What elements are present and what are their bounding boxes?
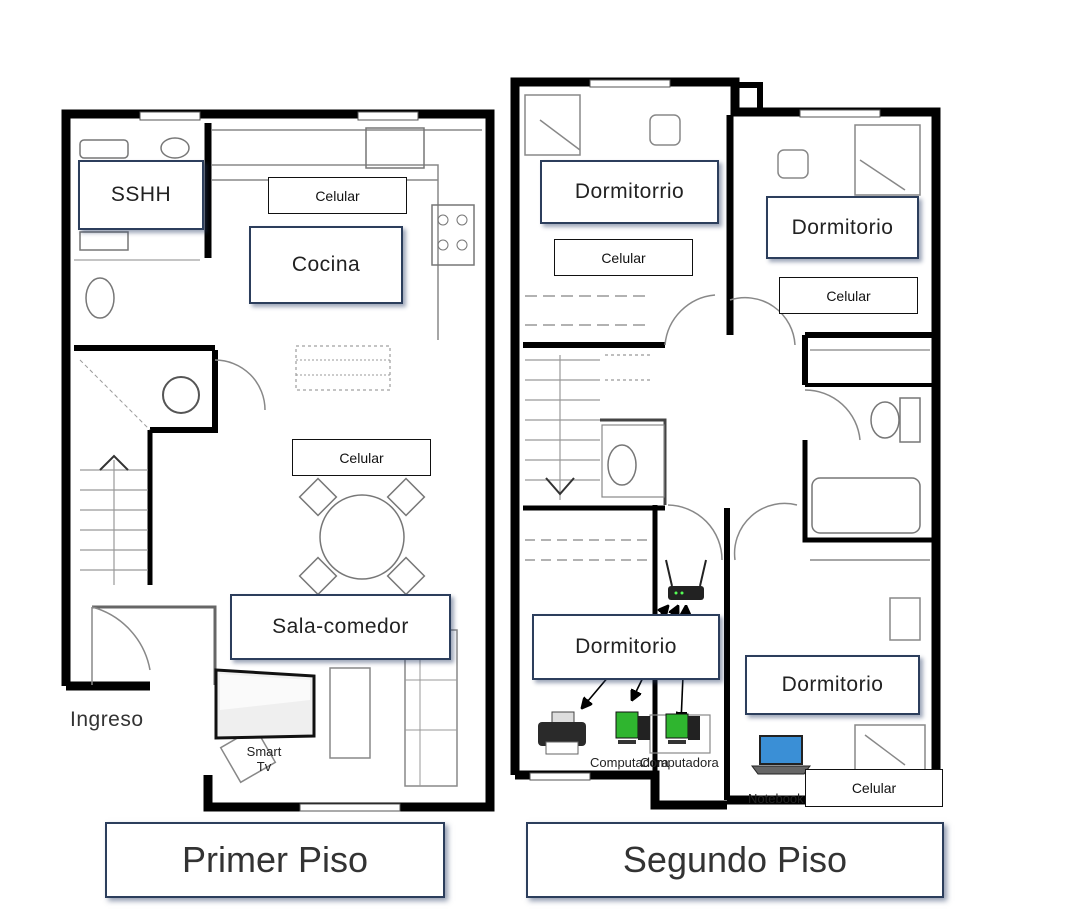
room-dormitorio-bottom-right: Dormitorio	[745, 655, 920, 715]
room-ingreso-label: Ingreso	[70, 708, 144, 731]
room-cocina-label: Cocina	[291, 253, 361, 276]
room-sala-comedor-label: Sala-comedor	[272, 615, 409, 638]
floor-title-label: Segundo Piso	[622, 839, 848, 880]
room-dormitorio-label: Dormitorio	[575, 635, 677, 658]
room-dormitorio-label: Dormitorio	[781, 673, 884, 696]
device-celular-label: Celular	[339, 449, 384, 466]
device-celular-label: Celular	[601, 249, 646, 266]
router-icon	[665, 559, 707, 600]
device-computer-1-label: Computadora	[590, 755, 669, 770]
floor-title-label: Primer Piso	[181, 839, 369, 880]
computer-2-icon	[665, 713, 700, 744]
device-celular-dorm-1: Celular	[554, 239, 693, 276]
room-cocina: Cocina	[249, 226, 403, 304]
device-celular-kitchen: Celular	[268, 177, 407, 214]
room-sshh: SSHH	[78, 160, 204, 230]
device-computer-2-label: Computadora	[640, 755, 719, 770]
room-dormitorio-label: Dormitorrio	[574, 180, 685, 203]
room-sala-comedor: Sala-comedor	[230, 594, 451, 660]
room-dormitorio-top-right: Dormitorio	[766, 196, 919, 259]
smart-tv-icon	[214, 668, 316, 740]
first-floor-plan	[61, 109, 495, 812]
computer-1-icon	[615, 711, 650, 744]
printer-icon	[538, 711, 586, 755]
device-celular-living: Celular	[292, 439, 431, 476]
device-celular-label: Celular	[826, 287, 871, 304]
device-smart-tv-label: Smart Tv	[246, 744, 282, 774]
notebook-icon	[751, 735, 811, 775]
room-dormitorio-top-left: Dormitorrio	[540, 160, 719, 224]
device-celular-label: Celular	[315, 187, 360, 204]
room-dormitorio-label: Dormitorio	[791, 215, 894, 239]
floor-title-primer-piso: Primer Piso	[105, 822, 445, 898]
floor-title-segundo-piso: Segundo Piso	[526, 822, 944, 898]
device-celular-dorm-2: Celular	[779, 277, 918, 314]
device-notebook-label: Notebook	[748, 791, 804, 806]
device-celular-dorm-4: Celular	[805, 769, 943, 807]
room-sshh-label: SSHH	[110, 183, 172, 206]
room-dormitorio-middle: Dormitorio	[532, 614, 720, 680]
device-celular-label: Celular	[851, 780, 897, 796]
